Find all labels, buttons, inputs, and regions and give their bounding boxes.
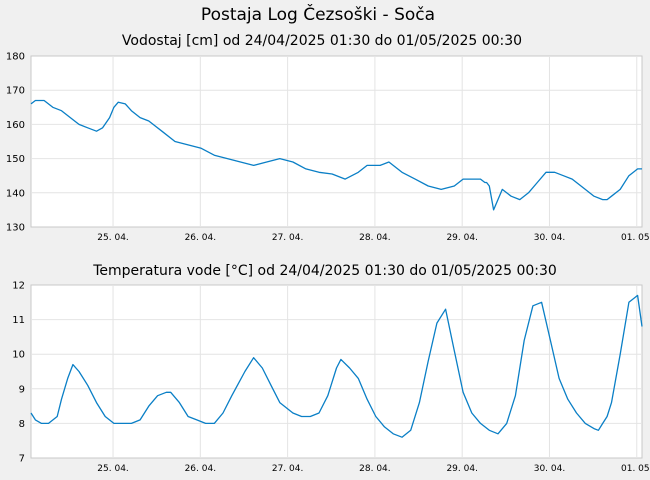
water-level-x-tick-label: 30. 04. (534, 233, 566, 243)
water-temperature-y-tick-label: 7 (19, 454, 25, 465)
water-level-x-axis: 25. 04. 26. 04. 27. 04. 28. 04. 29. 04. 30. 0… (97, 233, 650, 243)
water-level-x-tick-label: 26. 04. (185, 233, 217, 243)
water-level-y-tick-label: 180 (6, 52, 25, 63)
water-level-chart-title: Vodostaj [cm] od 24/04/2025 01:30 do 01/… (122, 33, 522, 49)
water-temperature-x-tick-label: 26. 04. (185, 464, 217, 474)
water-level-y-tick-label: 130 (6, 223, 25, 234)
water-temperature-y-tick-label: 10 (12, 350, 25, 361)
water-temperature-x-tick-label: 27. 04. (272, 464, 304, 474)
water-temperature-y-tick-label: 8 (19, 419, 25, 430)
water-temperature-series-line (30, 294, 643, 438)
water-temperature-x-tick-label: 28. 04. (359, 464, 391, 474)
water-level-y-tick-label: 140 (6, 188, 25, 199)
water-temperature-y-axis: 7 8 9 10 11 12 (12, 281, 25, 465)
water-level-y-tick-label: 170 (6, 86, 25, 97)
water-temperature-series (30, 294, 643, 438)
water-level-x-tick-label: 29. 04. (446, 233, 478, 243)
water-level-x-tick-label: 01. 05. (621, 233, 650, 243)
water-temperature-x-axis: 25. 04. 26. 04. 27. 04. 28. 04. 29. 04. 30. 0… (97, 464, 650, 474)
water-temperature-x-tick-label: 29. 04. (446, 464, 478, 474)
water-temperature-chart: Temperatura vode [°C] od 24/04/2025 01:3… (12, 263, 650, 474)
water-temperature-grid (31, 285, 642, 458)
water-level-y-tick-label: 150 (6, 154, 25, 165)
water-temperature-plot-area (30, 284, 643, 459)
water-temperature-y-tick-label: 9 (19, 384, 25, 395)
water-level-x-tick-label: 27. 04. (272, 233, 304, 243)
water-temperature-x-tick-label: 30. 04. (534, 464, 566, 474)
water-level-x-tick-label: 25. 04. (97, 233, 129, 243)
water-temperature-y-tick-label: 12 (12, 281, 25, 292)
water-level-series-line (30, 99, 642, 211)
water-level-y-axis: 130 140 150 160 170 180 (6, 52, 25, 234)
page-title: Postaja Log Čezsoški - Soča (201, 3, 435, 25)
water-level-chart: Vodostaj [cm] od 24/04/2025 01:30 do 01/… (6, 33, 650, 243)
water-temperature-y-tick-label: 11 (12, 315, 25, 326)
water-level-x-tick-label: 28. 04. (359, 233, 391, 243)
water-temperature-chart-title: Temperatura vode [°C] od 24/04/2025 01:3… (92, 263, 557, 279)
water-level-grid (31, 56, 642, 227)
water-level-y-tick-label: 160 (6, 120, 25, 131)
water-temperature-x-tick-label: 25. 04. (97, 464, 129, 474)
water-temperature-x-tick-label: 01. 05. (621, 464, 650, 474)
water-level-plot-area (30, 55, 643, 228)
water-level-series (30, 99, 642, 211)
